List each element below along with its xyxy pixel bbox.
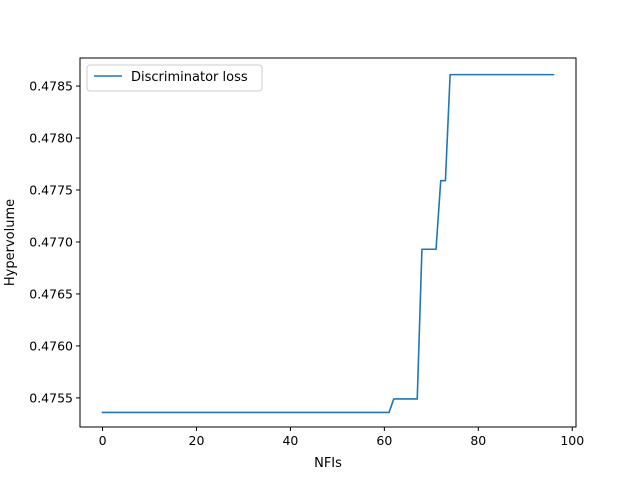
legend: Discriminator loss xyxy=(86,64,263,92)
legend-box xyxy=(86,64,263,92)
x-tick-label: 0 xyxy=(99,433,107,448)
x-axis-label: NFIs xyxy=(314,456,342,471)
y-tick-label: 0.4755 xyxy=(29,390,73,405)
y-axis-label: Hypervolume xyxy=(3,199,18,286)
y-tick-label: 0.4765 xyxy=(29,286,73,301)
y-tick-label: 0.4785 xyxy=(29,79,73,94)
axes-frame xyxy=(79,57,577,428)
y-tick-label: 0.4775 xyxy=(29,183,73,198)
axes: 0 20 40 60 80 100 0.4755 0.4760 0.4765 0.4770 0.47… xyxy=(29,57,584,448)
y-tick-label: 0.4780 xyxy=(29,131,73,146)
x-tick-label: 40 xyxy=(282,433,298,448)
y-tick-label: 0.4770 xyxy=(29,234,73,249)
y-tick-label: 0.4760 xyxy=(29,338,73,353)
x-tick-label: 80 xyxy=(470,433,486,448)
x-tick-label: 20 xyxy=(189,433,205,448)
x-tick-label: 100 xyxy=(560,433,584,448)
x-tick-label: 60 xyxy=(376,433,392,448)
plot-area xyxy=(101,73,555,414)
legend-label: Discriminator loss xyxy=(131,70,248,85)
series-line-0 xyxy=(101,73,555,414)
